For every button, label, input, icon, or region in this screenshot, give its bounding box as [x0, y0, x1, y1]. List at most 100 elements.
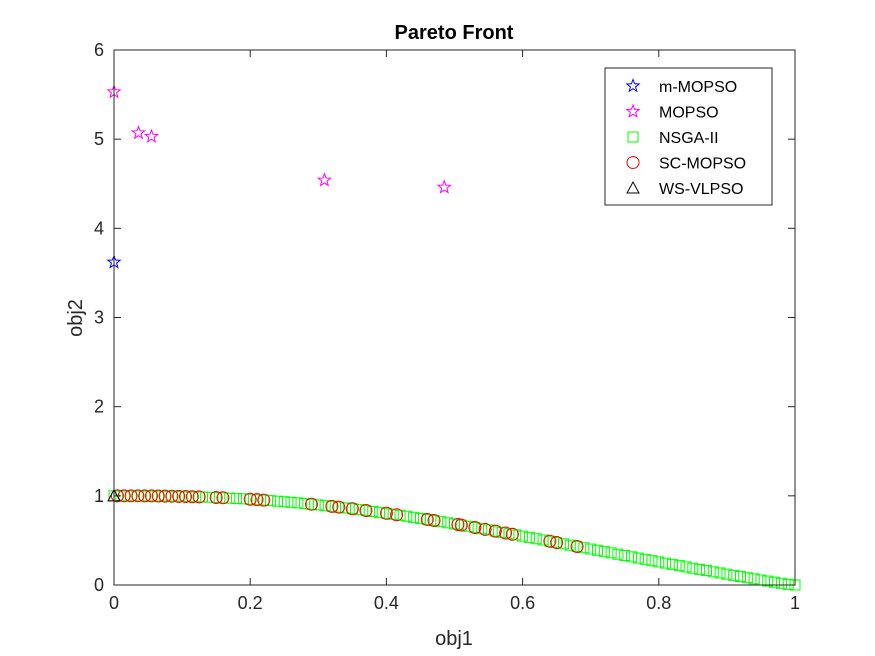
data-point	[468, 520, 482, 534]
data-point	[442, 517, 454, 529]
data-point	[523, 531, 535, 543]
data-point	[721, 568, 733, 580]
data-point	[666, 558, 678, 570]
data-point	[564, 539, 576, 551]
data-point	[192, 490, 206, 504]
data-point	[312, 499, 324, 511]
data-point	[592, 544, 604, 556]
y-tick-label: 1	[94, 486, 104, 506]
data-point	[257, 493, 271, 507]
data-point	[165, 489, 179, 503]
data-point	[570, 539, 584, 553]
legend-entry: NSGA-II	[627, 130, 719, 147]
legend-label: WS-VLPSO	[659, 181, 743, 198]
data-point	[694, 563, 706, 575]
data-point	[544, 535, 556, 547]
data-point	[380, 507, 392, 519]
data-point	[598, 546, 610, 558]
data-point	[224, 492, 236, 504]
data-point	[550, 536, 564, 550]
data-point	[251, 494, 263, 506]
chart-title: Pareto Front	[395, 22, 514, 44]
data-point	[209, 491, 223, 505]
data-point	[605, 547, 617, 559]
data-point	[700, 565, 712, 577]
data-point	[144, 489, 158, 503]
data-point	[304, 497, 318, 511]
data-point	[626, 551, 638, 563]
data-point	[110, 489, 124, 503]
y-axis-label: obj2	[65, 299, 87, 337]
data-point	[769, 576, 781, 588]
data-point	[237, 493, 249, 505]
data-point	[557, 538, 569, 550]
legend-marker	[626, 156, 640, 169]
data-point	[632, 552, 644, 564]
legend-entries: m-MOPSO MOPSO NSGA-II SC-MOPSO WS-VLPSO	[625, 78, 746, 198]
data-point	[728, 569, 740, 581]
legend-marker	[627, 131, 639, 143]
data-point	[612, 548, 624, 560]
data-point	[332, 500, 346, 514]
data-point	[414, 512, 426, 524]
data-point	[326, 500, 338, 512]
data-point	[244, 493, 256, 505]
data-point	[578, 542, 590, 554]
x-tick-label: 0.4	[374, 593, 399, 613]
data-point	[478, 522, 492, 536]
data-point	[775, 577, 787, 589]
data-point	[374, 506, 386, 518]
data-point	[646, 555, 658, 567]
legend-entry: m-MOPSO	[625, 78, 737, 96]
data-point	[488, 524, 502, 538]
data-point	[185, 490, 199, 504]
data-point	[427, 514, 441, 528]
data-point	[124, 489, 138, 503]
data-point	[203, 491, 215, 503]
data-point	[707, 566, 719, 578]
data-point	[673, 560, 685, 572]
data-point	[762, 575, 774, 587]
y-tick-label: 6	[94, 40, 104, 60]
data-point	[333, 501, 345, 513]
legend-label: MOPSO	[659, 105, 719, 122]
data-point	[530, 533, 542, 545]
data-point	[325, 499, 339, 513]
y-tick-label: 5	[94, 129, 104, 149]
data-point	[680, 561, 692, 573]
data-point	[179, 490, 193, 504]
legend-label: m-MOPSO	[659, 79, 737, 96]
data-point	[151, 489, 165, 503]
data-point	[216, 491, 230, 505]
data-point	[172, 489, 186, 503]
legend: m-MOPSO MOPSO NSGA-II SC-MOPSO WS-VLPSO	[604, 67, 773, 206]
data-point	[454, 518, 468, 532]
data-point	[420, 512, 434, 526]
data-point	[316, 172, 332, 187]
legend-label: SC-MOPSO	[659, 156, 746, 173]
data-point	[390, 508, 404, 522]
data-point	[271, 495, 283, 507]
data-point	[231, 493, 243, 505]
legend-entry: SC-MOPSO	[626, 156, 746, 173]
data-point	[741, 572, 753, 584]
data-markers	[106, 83, 801, 591]
data-point	[210, 492, 222, 504]
data-point	[428, 515, 440, 527]
data-point	[687, 562, 699, 574]
data-point	[571, 540, 583, 552]
data-point	[285, 496, 297, 508]
x-axis-label: obj1	[435, 628, 473, 650]
data-point	[299, 498, 311, 510]
data-point	[408, 511, 420, 523]
data-point	[319, 500, 331, 512]
data-point	[158, 489, 172, 503]
data-point	[505, 527, 519, 541]
data-point	[714, 567, 726, 579]
data-point	[143, 128, 159, 143]
data-point	[543, 534, 557, 548]
data-point	[367, 505, 379, 517]
data-point	[499, 526, 513, 540]
data-point	[401, 510, 413, 522]
